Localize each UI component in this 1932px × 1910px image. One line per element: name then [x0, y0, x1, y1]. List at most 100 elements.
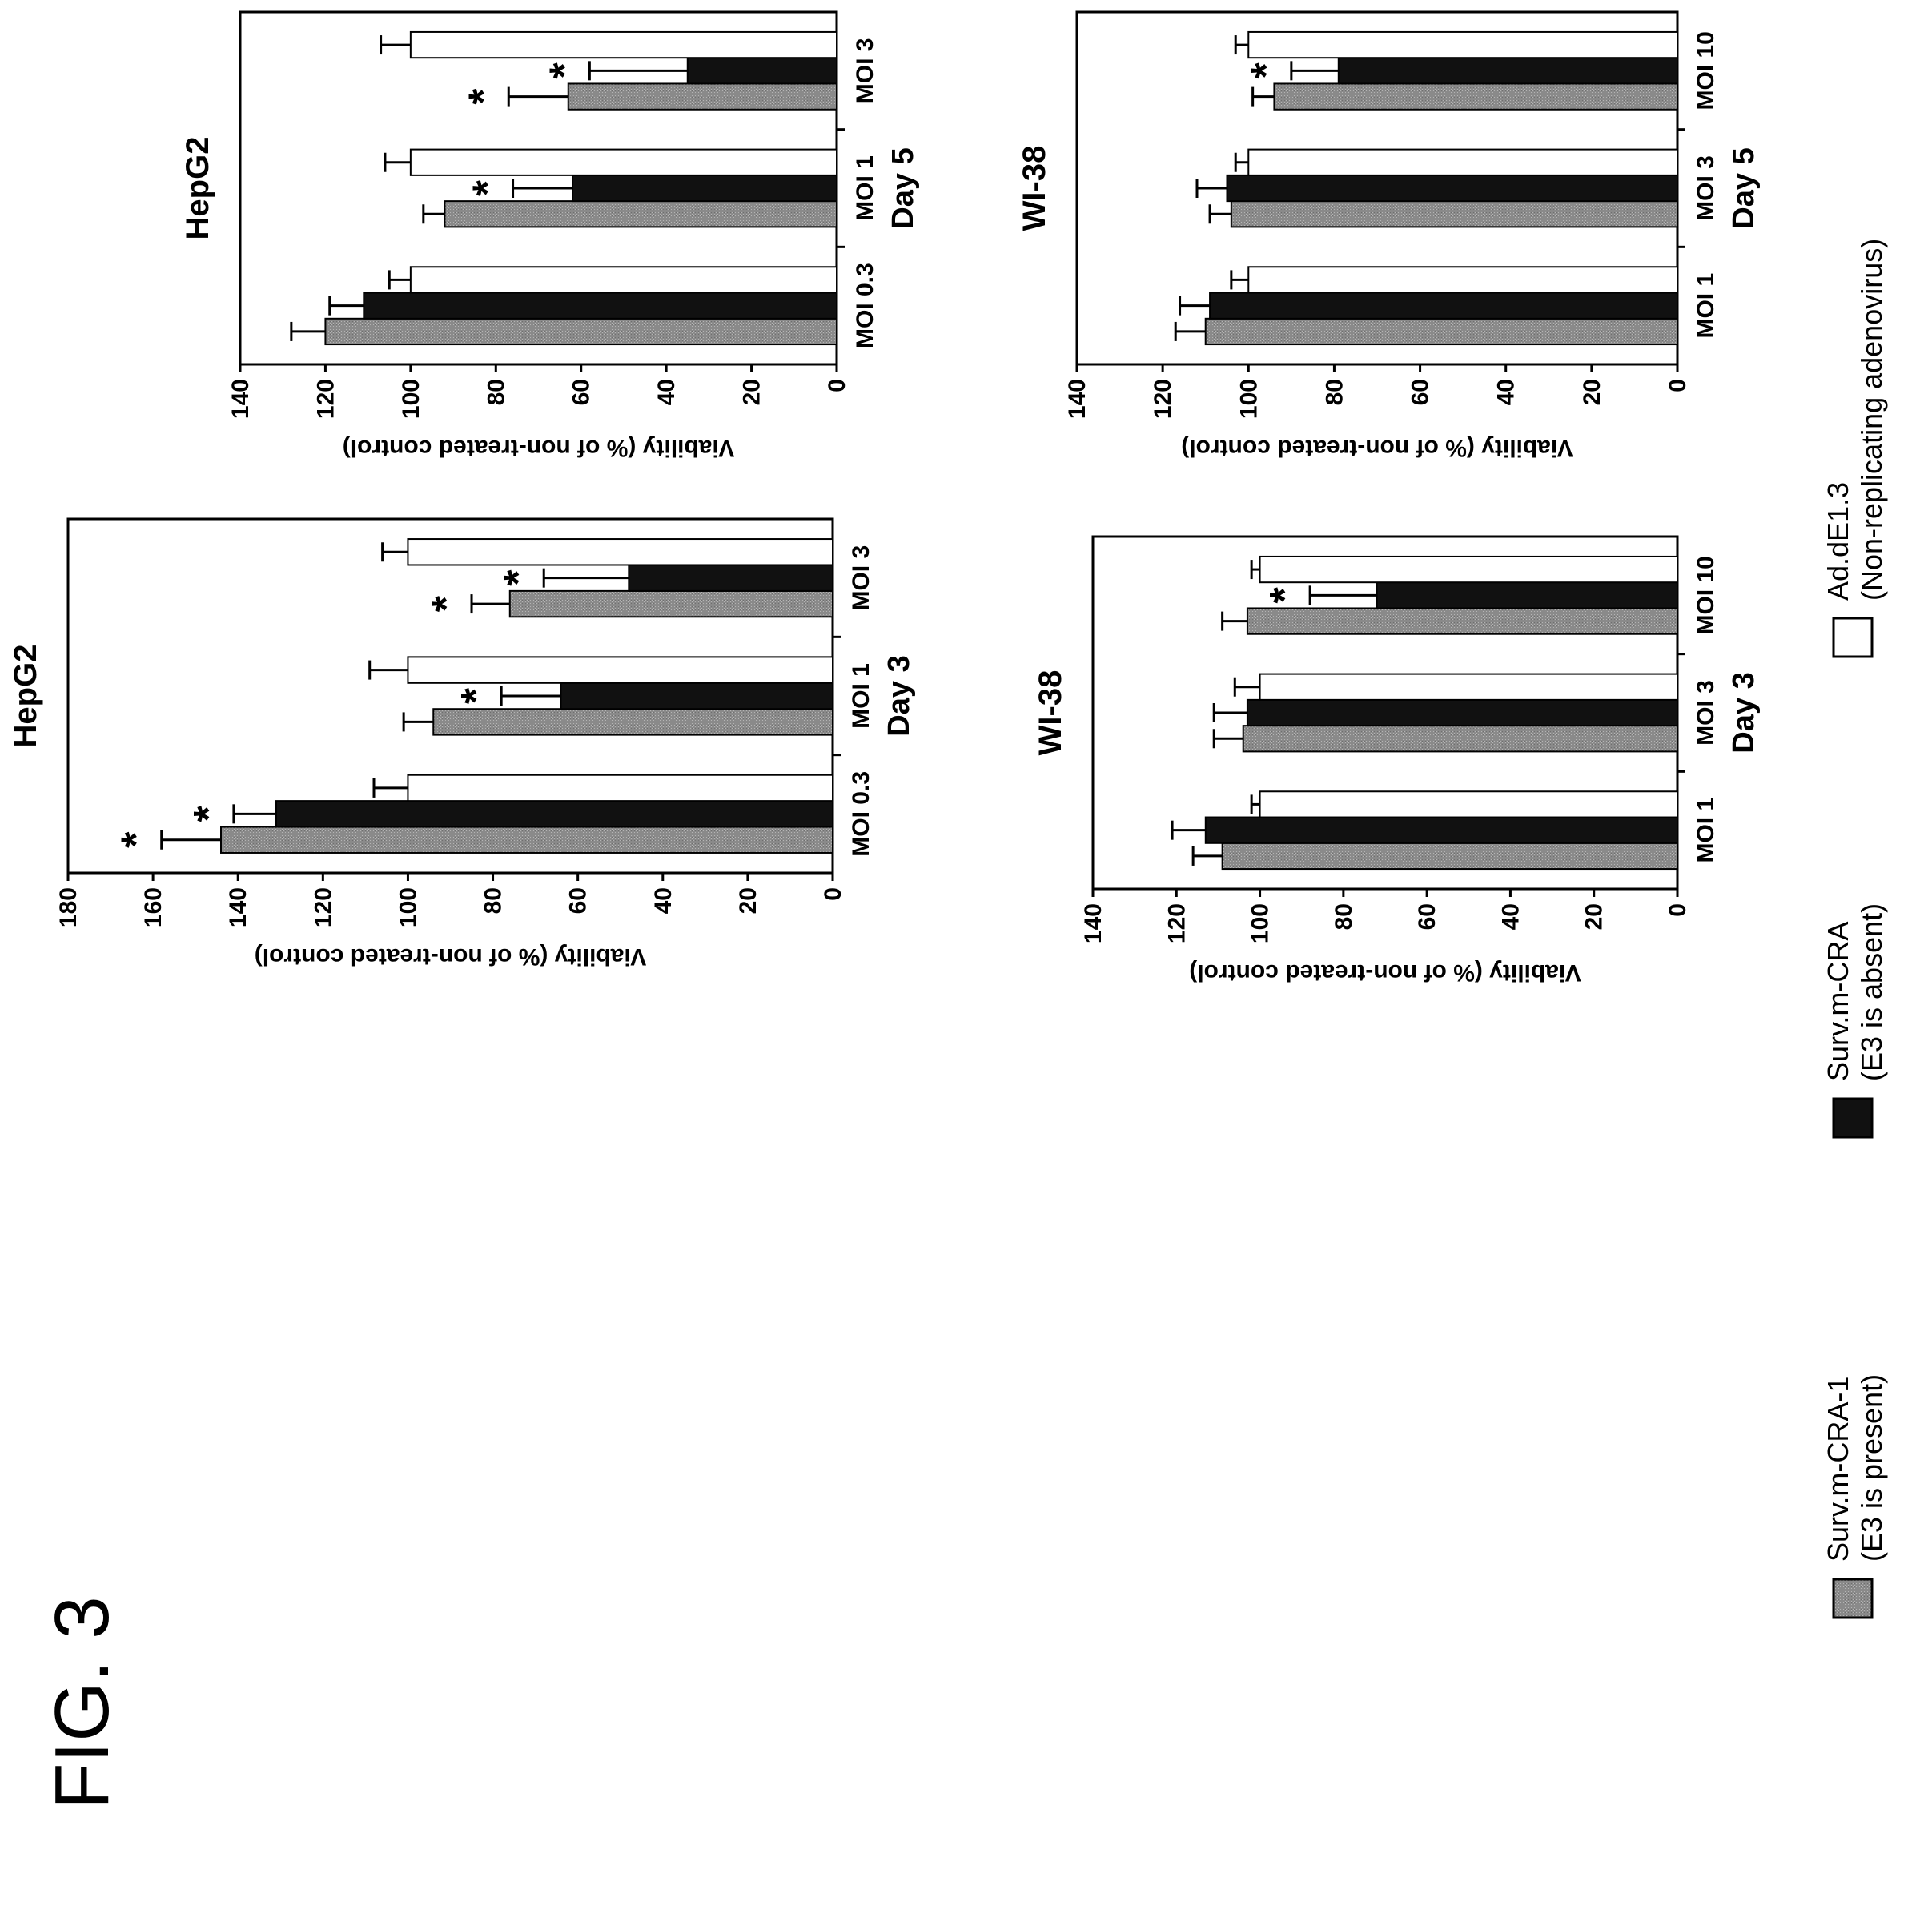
legend-swatch-1: [1832, 1578, 1874, 1619]
y-tick-label: 0: [1665, 379, 1691, 392]
legend: Surv.m-CRA-1 (E3 is present) Surv.m-CRA (E3…: [1822, 239, 1888, 1619]
y-tick-label: 20: [739, 379, 765, 405]
y-tick-label: 20: [735, 887, 761, 914]
y-tick-label: 140: [225, 887, 251, 927]
legend-label-3: Ad.dE1.3: [1822, 482, 1854, 601]
significance-star: *: [453, 687, 500, 704]
bar-ad-de1-3: [407, 538, 833, 566]
y-tick-label: 60: [1414, 903, 1440, 930]
x-axis-label: Day 3: [1727, 672, 1761, 753]
y-axis-label: Viability (% of non-treated control): [255, 943, 646, 970]
y-tick-label: 140: [1064, 379, 1091, 419]
bar-surv-m-cra-1: [508, 589, 833, 618]
legend-swatch-3: [1832, 617, 1874, 658]
y-tick-label: 20: [1579, 379, 1605, 405]
x-tick-label: MOI 10: [1693, 556, 1719, 634]
y-tick-label: 100: [1247, 903, 1274, 943]
y-tick-label: 100: [395, 887, 421, 927]
significance-star: *: [465, 179, 512, 196]
y-tick-label: 120: [312, 379, 339, 419]
significance-star: *: [424, 595, 470, 612]
bar-surv-m-cra: [1204, 816, 1679, 844]
bar-ad-de1-3: [1247, 148, 1679, 176]
bar-ad-de1-3: [1247, 30, 1679, 59]
y-tick-label: 120: [1150, 379, 1176, 419]
chart-panel-1: 0 20 40 60 80 100 120 140 160 180 Viability (% of …: [8, 517, 916, 970]
legend-sublabel-3: (Non-replicating adenovirus): [1855, 239, 1888, 601]
bar-surv-m-cra-1: [1242, 725, 1678, 753]
bar-surv-m-cra-1: [1204, 317, 1678, 346]
bar-surv-m-cra: [560, 682, 833, 710]
bar-surv-m-cra: [275, 800, 833, 828]
legend-swatch-2: [1832, 1097, 1874, 1139]
bar-ad-de1-3: [1247, 266, 1679, 294]
y-tick-label: 80: [480, 887, 507, 914]
significance-star: *: [496, 569, 542, 586]
y-tick-label: 0: [1665, 903, 1691, 917]
y-tick-label: 140: [227, 379, 254, 419]
bar-surv-m-cra-1: [432, 708, 833, 736]
y-axis-label: Viability (% of non-treated control): [1189, 959, 1581, 986]
significance-star: *: [114, 831, 160, 848]
x-tick-label: MOI 0.3: [852, 263, 878, 348]
figure-label: FIG. 3: [39, 1596, 125, 1810]
chart-title: HepG2: [180, 137, 215, 240]
x-tick-label: MOI 3: [848, 545, 874, 611]
y-tick-label: 0: [824, 379, 850, 392]
significance-star: *: [541, 62, 588, 78]
bar-surv-m-cra-1: [220, 826, 833, 854]
y-tick-label: 140: [1080, 903, 1107, 943]
y-tick-label: 120: [310, 887, 336, 927]
x-tick-label: MOI 3: [1693, 155, 1719, 221]
bar-ad-de1-3: [1259, 555, 1678, 584]
bar-surv-m-cra-1: [1273, 82, 1679, 111]
chart-panel-3: 0 20 40 60 80 100 120 140 Viability (% of non-tr…: [1033, 535, 1761, 986]
bar-surv-m-cra-1: [567, 82, 837, 111]
x-tick-label: MOI 1: [848, 663, 874, 729]
y-tick-label: 60: [1408, 379, 1434, 405]
bar-surv-m-cra: [1209, 292, 1678, 320]
x-tick-label: MOI 1: [1693, 798, 1719, 863]
bar-ad-de1-3: [407, 774, 833, 802]
bar-surv-m-cra: [1376, 581, 1678, 609]
x-axis-label: Day 3: [882, 655, 916, 736]
x-tick-label: MOI 1: [1693, 273, 1719, 339]
significance-star: *: [1243, 62, 1290, 78]
bar-surv-m-cra: [686, 57, 837, 85]
y-tick-label: 40: [653, 379, 680, 405]
chart-title: WI-38: [1033, 670, 1068, 756]
y-tick-label: 100: [1235, 379, 1262, 419]
y-tick-label: 40: [650, 887, 677, 914]
y-tick-label: 0: [820, 887, 846, 901]
x-axis-label: Day 5: [886, 147, 920, 228]
legend-sublabel-2: (E3 is absent): [1855, 903, 1888, 1081]
x-axis-label: Day 5: [1727, 147, 1761, 228]
y-tick-label: 60: [565, 887, 592, 914]
bar-surv-m-cra: [628, 564, 833, 592]
y-tick-label: 80: [1321, 379, 1348, 405]
bar-ad-de1-3: [407, 656, 833, 684]
bar-ad-de1-3: [409, 148, 837, 176]
y-tick-label: 80: [1331, 903, 1357, 930]
legend-sublabel-1: (E3 is present): [1855, 1374, 1888, 1562]
x-tick-label: MOI 3: [1693, 680, 1719, 746]
bar-surv-m-cra: [363, 292, 838, 320]
y-tick-label: 160: [140, 887, 167, 927]
legend-label-2: Surv.m-CRA: [1822, 922, 1854, 1081]
y-tick-label: 80: [483, 379, 509, 405]
bar-surv-m-cra: [1246, 698, 1678, 727]
chart-title: HepG2: [8, 645, 43, 748]
bar-ad-de1-3: [409, 266, 837, 294]
chart-panel-2: 0 20 40 60 80 100 120 140 Viability (% of non-tr…: [180, 10, 920, 461]
x-tick-label: MOI 10: [1693, 31, 1719, 110]
bar-surv-m-cra: [1226, 174, 1678, 203]
x-tick-label: MOI 1: [852, 155, 878, 221]
significance-star: *: [1262, 586, 1308, 603]
y-tick-label: 40: [1497, 903, 1524, 930]
bar-ad-de1-3: [1259, 673, 1678, 701]
y-tick-label: 180: [55, 887, 82, 927]
y-tick-label: 120: [1163, 903, 1190, 943]
bar-ad-de1-3: [409, 30, 837, 59]
